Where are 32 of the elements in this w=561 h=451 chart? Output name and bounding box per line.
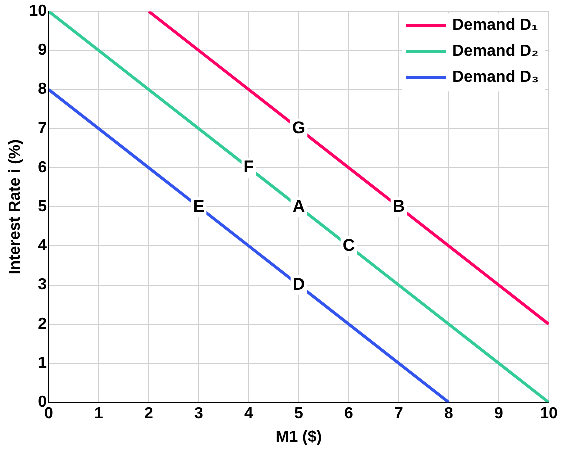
- annotation: E: [193, 196, 205, 216]
- y-axis-title: Interest Rate i (%): [7, 140, 24, 275]
- legend-label: Demand D₃: [452, 69, 540, 86]
- y-tick-label: 3: [38, 276, 48, 294]
- y-tick-label: 5: [38, 198, 48, 216]
- x-tick-label: 7: [394, 406, 404, 423]
- annotation: A: [292, 196, 306, 216]
- x-tick-label: 5: [294, 406, 304, 423]
- y-tick-label: 7: [38, 120, 48, 138]
- x-tick-label: 1: [94, 406, 104, 423]
- y-tick-label: 8: [38, 81, 48, 98]
- x-tick-label: 3: [194, 406, 204, 423]
- x-tick-label: 6: [344, 406, 354, 423]
- y-tick-label: 10: [29, 3, 48, 20]
- y-tick-label: 4: [38, 238, 48, 255]
- annotation: D: [292, 274, 306, 294]
- annotation: F: [244, 158, 254, 177]
- x-tick-label: 10: [540, 406, 558, 423]
- annotation: G: [292, 118, 306, 138]
- y-tick-label: 2: [38, 316, 48, 333]
- y-tick-label: 6: [38, 159, 48, 176]
- legend-label: Demand D₂: [452, 43, 539, 60]
- annotation: C: [342, 236, 356, 255]
- x-tick-label: 9: [494, 406, 504, 423]
- y-tick-label: 9: [38, 42, 48, 60]
- x-tick-label: 8: [444, 406, 454, 423]
- y-tick-label: 1: [38, 354, 48, 372]
- legend-label: Demand D₁: [452, 17, 539, 34]
- x-tick-label: 4: [244, 406, 254, 423]
- x-tick-label: 2: [144, 406, 154, 423]
- annotation: B: [392, 196, 406, 216]
- x-axis-title: M1 ($): [276, 428, 322, 446]
